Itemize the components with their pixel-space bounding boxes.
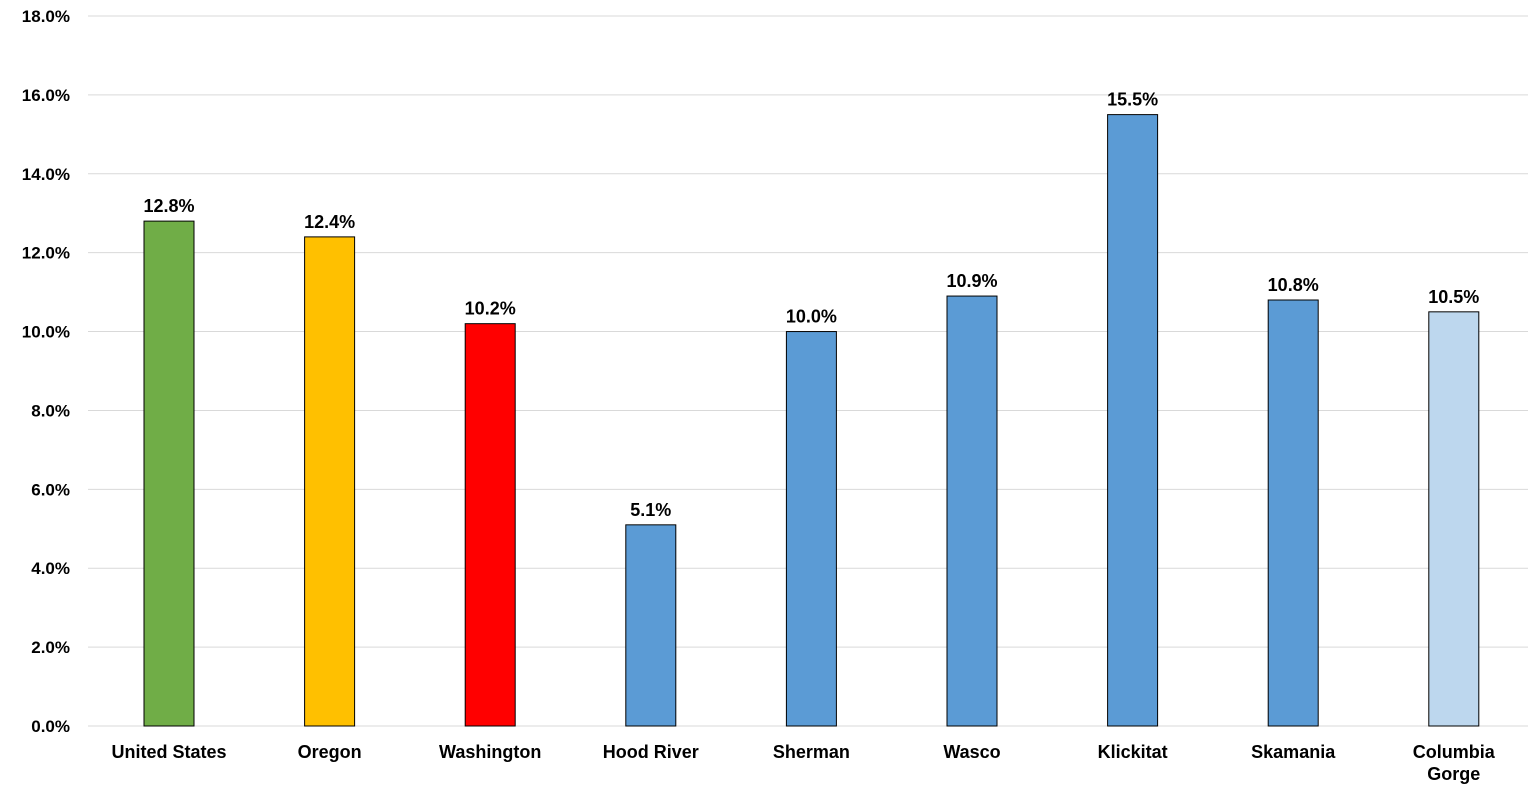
bar <box>625 524 677 727</box>
category-label: Columbia Gorge <box>1413 742 1496 784</box>
y-tick-label: 12.0% <box>22 244 70 263</box>
category-label: Klickitat <box>1098 742 1168 762</box>
y-tick-label: 14.0% <box>22 165 70 184</box>
bar <box>785 331 837 727</box>
y-tick-label: 16.0% <box>22 86 70 105</box>
data-label: 10.8% <box>1268 275 1319 295</box>
category-label: Oregon <box>298 742 362 762</box>
y-tick-label: 4.0% <box>31 559 70 578</box>
data-label: 10.9% <box>946 271 997 291</box>
y-axis-ticks: 0.0% 2.0% 4.0% 6.0% 8.0% 10.0% 12.0% 14.0% 16.0%… <box>22 7 70 736</box>
bar <box>1107 114 1159 727</box>
bar <box>946 295 998 727</box>
data-label: 15.5% <box>1107 90 1158 110</box>
data-label: 5.1% <box>630 500 671 520</box>
bars <box>143 114 1480 727</box>
data-label: 10.5% <box>1428 287 1479 307</box>
bar <box>1267 299 1319 727</box>
category-label: Hood River <box>603 742 699 762</box>
y-tick-label: 0.0% <box>31 717 70 736</box>
y-tick-label: 18.0% <box>22 7 70 26</box>
y-tick-label: 2.0% <box>31 638 70 657</box>
category-label: Wasco <box>943 742 1000 762</box>
category-label: United States <box>111 742 226 762</box>
category-label: Skamania <box>1251 742 1336 762</box>
bar <box>1428 311 1480 727</box>
y-tick-label: 10.0% <box>22 323 70 342</box>
bar <box>143 220 195 727</box>
bar <box>304 236 356 727</box>
data-labels: 12.8% 12.4% 10.2% 5.1% 10.0% 10.9% 15.5% 10.8% 1… <box>143 90 1479 520</box>
bar <box>464 323 516 727</box>
category-label: Washington <box>439 742 541 762</box>
category-label: Sherman <box>773 742 850 762</box>
y-tick-label: 8.0% <box>31 401 70 420</box>
y-tick-label: 6.0% <box>31 480 70 499</box>
data-label: 12.8% <box>143 196 194 216</box>
data-label: 12.4% <box>304 212 355 232</box>
x-axis-categories: United States Oregon Washington Hood River S… <box>111 742 1495 784</box>
data-label: 10.0% <box>786 307 837 327</box>
data-label: 10.2% <box>465 299 516 319</box>
